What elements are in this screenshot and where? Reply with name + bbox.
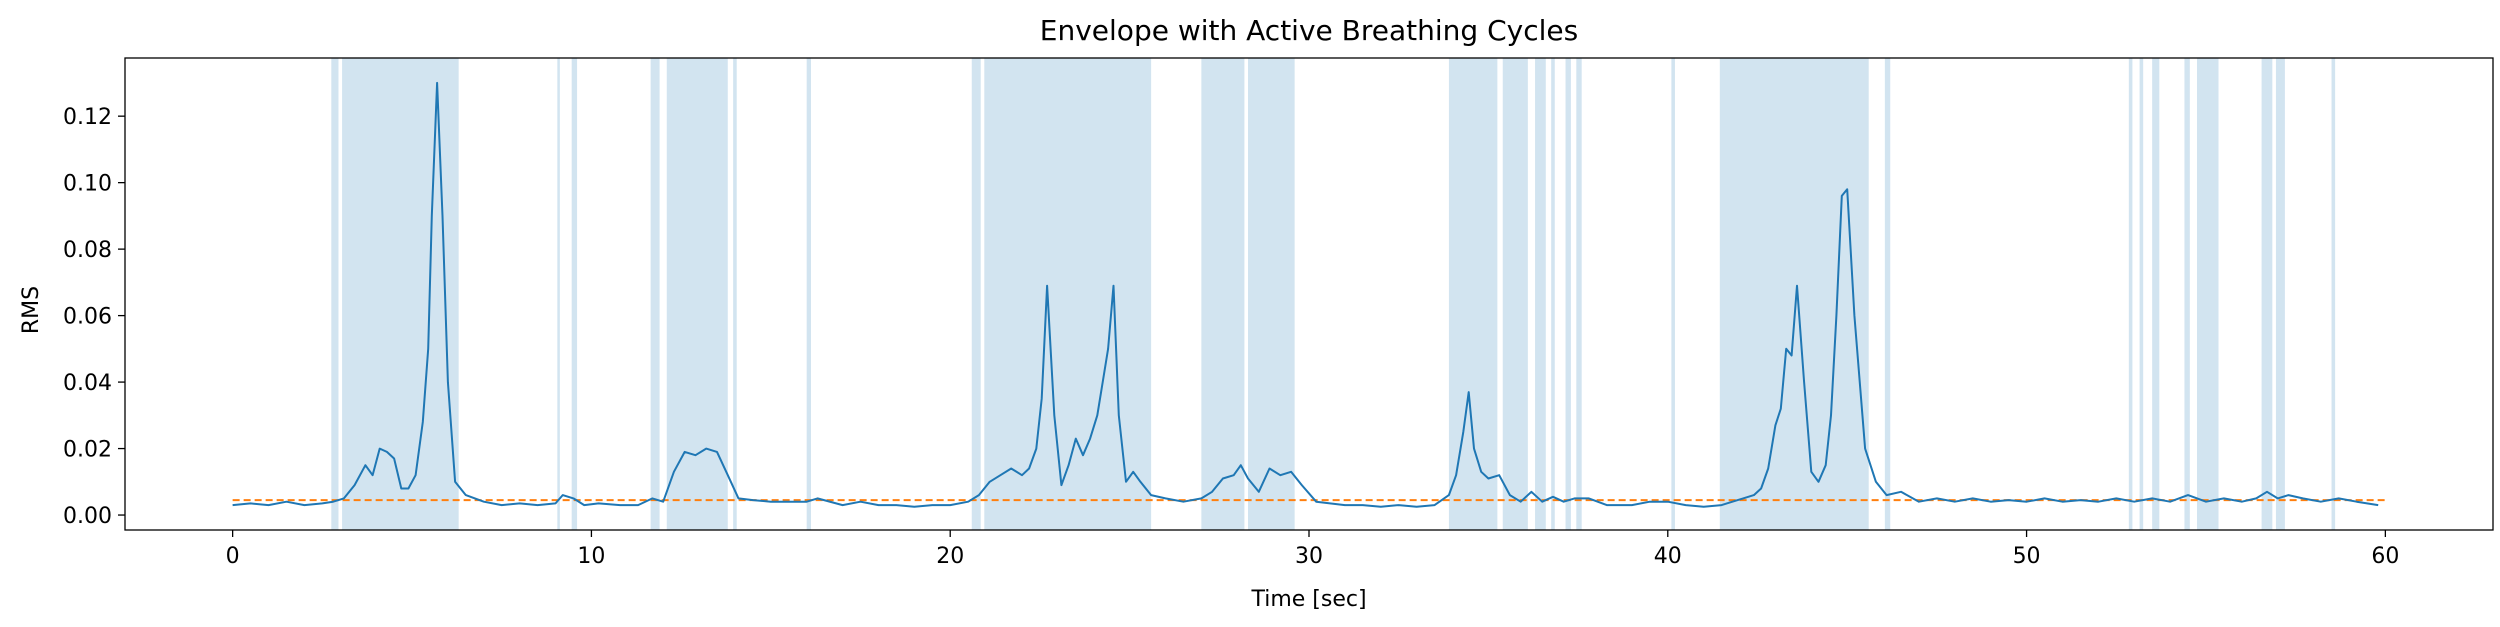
envelope-line-group	[232, 81, 2379, 508]
active-cycle-band-26	[2261, 58, 2273, 530]
active-cycle-band-24	[2184, 58, 2190, 530]
envelope-line	[232, 81, 2379, 508]
plot-frame	[124, 57, 2494, 531]
active-cycle-band-12	[1448, 58, 1498, 530]
y-axis-ticks: 0.00 0.02 0.04 0.06 0.08 0.10 0.12	[63, 105, 125, 529]
active-cycle-band-13	[1502, 58, 1528, 530]
y-tick-label-0: 0.00	[63, 504, 112, 529]
active-cycle-band-25	[2197, 58, 2219, 530]
active-cycle-band-23	[2152, 58, 2160, 530]
x-tick-label-5: 50	[2013, 544, 2041, 569]
active-cycle-band-11	[1248, 58, 1295, 530]
active-cycle-band-10	[1201, 58, 1245, 530]
active-cycle-band-14	[1535, 58, 1546, 530]
y-tick-label-5: 0.10	[63, 172, 112, 197]
active-cycle-band-21	[2128, 58, 2133, 530]
active-cycle-band-18	[1671, 58, 1675, 530]
x-tick-label-2: 20	[936, 544, 964, 569]
active-cycle-band-16	[1565, 58, 1571, 530]
x-axis-ticks: 0 10 20 30 40 50 60	[226, 530, 2399, 569]
active-cycle-band-8	[971, 58, 981, 530]
x-tick-label-4: 40	[1654, 544, 1682, 569]
active-cycle-band-5	[666, 58, 728, 530]
active-cycle-band-3	[571, 58, 578, 530]
active-cycle-band-19	[1719, 58, 1869, 530]
active-cycle-band-15	[1551, 58, 1555, 530]
active-cycle-band-6	[733, 58, 737, 530]
active-cycle-band-2	[557, 58, 560, 530]
x-tick-label-3: 30	[1295, 544, 1323, 569]
active-cycle-band-1	[342, 58, 459, 530]
active-cycle-band-7	[806, 58, 812, 530]
y-tick-label-3: 0.06	[63, 305, 112, 330]
active-cycle-bands	[331, 58, 2336, 530]
y-axis-label: RMS	[19, 286, 44, 334]
active-cycle-band-27	[2275, 58, 2285, 530]
x-tick-label-0: 0	[226, 544, 240, 569]
active-cycle-band-9	[984, 58, 1152, 530]
chart-title: Envelope with Active Breathing Cycles	[1040, 14, 1578, 47]
y-tick-label-6: 0.12	[63, 105, 112, 130]
x-tick-label-1: 10	[577, 544, 605, 569]
active-cycle-band-0	[331, 58, 339, 530]
active-cycle-band-4	[650, 58, 660, 530]
x-axis-label: Time [sec]	[1250, 587, 1366, 612]
active-cycle-band-22	[2139, 58, 2144, 530]
y-tick-label-4: 0.08	[63, 238, 112, 263]
y-tick-label-1: 0.02	[63, 438, 112, 463]
active-cycle-band-17	[1576, 58, 1582, 530]
x-tick-label-6: 60	[2371, 544, 2399, 569]
active-cycle-band-28	[2331, 58, 2336, 530]
active-cycle-band-20	[1884, 58, 1891, 530]
y-tick-label-2: 0.04	[63, 371, 112, 396]
